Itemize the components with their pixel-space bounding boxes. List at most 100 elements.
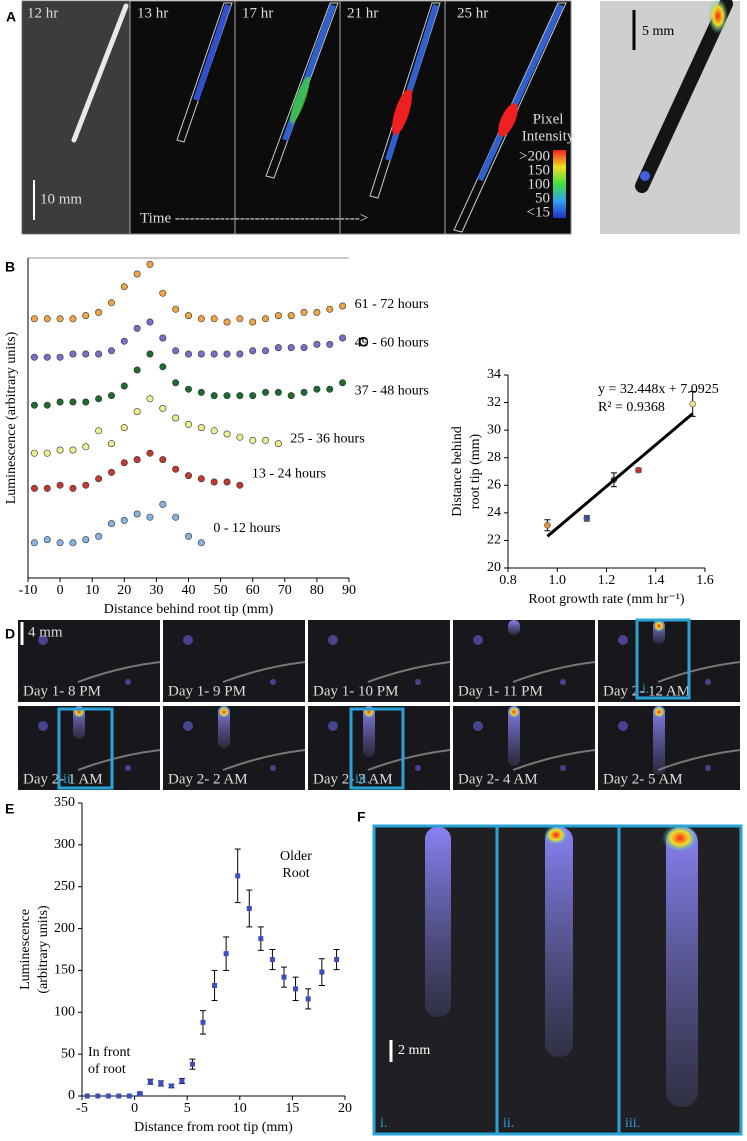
point [159, 289, 167, 297]
point [43, 536, 51, 544]
frame-image [163, 706, 305, 790]
point [287, 312, 295, 320]
frame-label: Day 2- 2 AM [168, 771, 248, 787]
x-tick-label: 20 [338, 1101, 352, 1116]
point [107, 392, 115, 400]
x-tick-label: 10 [85, 583, 99, 598]
point [185, 312, 193, 320]
frame: Day 2- 1 AM [18, 706, 161, 790]
point [212, 982, 218, 988]
point [274, 388, 282, 396]
frame-label: Day 1- 10 PM [313, 683, 398, 699]
point [300, 388, 308, 396]
root-hair [222, 749, 306, 771]
y-tick-label: 350 [54, 795, 75, 810]
point [313, 385, 321, 393]
point [105, 1093, 111, 1099]
panel-a: A 10 mm 12 hr 13 hr 17 hr 21 hr 25 hr Ti… [6, 0, 740, 235]
root [71, 3, 129, 143]
point [246, 905, 252, 911]
root [508, 706, 520, 766]
x-axis-label: Distance from root tip (mm) [134, 1120, 293, 1135]
point [197, 315, 205, 323]
point [69, 539, 77, 547]
x-tick-label: 80 [310, 583, 324, 598]
x-tick-label: 1.0 [549, 573, 567, 588]
point [95, 475, 103, 483]
point [133, 456, 141, 464]
scale-bar-label: 2 mm [398, 1043, 430, 1058]
point [305, 996, 311, 1002]
time-label: 17 hr [242, 5, 273, 21]
point [185, 472, 193, 480]
point [185, 420, 193, 428]
root [363, 706, 375, 757]
background-spot [38, 721, 48, 731]
y-tick-label: 250 [54, 879, 75, 894]
point [172, 513, 180, 521]
point [30, 401, 38, 409]
point [82, 350, 90, 358]
point [69, 350, 77, 358]
time-label: 21 hr [347, 5, 378, 21]
colorbar-label: <15 [527, 204, 550, 220]
point [30, 353, 38, 361]
zoom-box [57, 707, 114, 790]
point [120, 424, 128, 432]
point [133, 324, 141, 332]
point [56, 539, 64, 547]
luminescence [653, 620, 665, 632]
frame-image [308, 706, 450, 790]
luminescence [662, 824, 698, 852]
point [30, 484, 38, 492]
panel-d-overlay: 4 mm i. ii. iii. [20, 618, 691, 790]
point [146, 318, 154, 326]
point [269, 957, 275, 963]
background-spot [125, 679, 131, 685]
point [287, 344, 295, 352]
x-tick-label: 0 [131, 1101, 138, 1116]
background-spot [560, 765, 566, 771]
point [43, 484, 51, 492]
root [653, 706, 665, 775]
root-hair [222, 661, 306, 683]
point [249, 436, 257, 444]
luminescence [392, 89, 412, 135]
frame-label: Day 2- 1 AM [23, 771, 103, 787]
x-tick-label: 1.2 [598, 573, 616, 588]
point [159, 334, 167, 342]
panel-d: D [5, 626, 15, 642]
point [172, 414, 180, 422]
background-spot [270, 765, 276, 771]
zoom-box [635, 618, 691, 700]
y-tick-label: 150 [54, 963, 75, 978]
background-spot [415, 679, 421, 685]
point [133, 366, 141, 374]
colorbar [553, 150, 566, 218]
point [56, 315, 64, 323]
frame-label: Day 1- 9 PM [168, 683, 246, 699]
root-hair [77, 661, 161, 683]
colorbar-title: Intensity [522, 128, 575, 144]
x-tick-label: 70 [278, 583, 292, 598]
root-outline [176, 2, 233, 143]
point [159, 500, 167, 508]
point [300, 308, 308, 316]
frame: Day 2- 4 AM [453, 706, 596, 790]
point [689, 400, 696, 408]
point [146, 513, 154, 521]
y-tick-label: 22 [487, 533, 501, 548]
point [84, 1093, 90, 1099]
frame: Day 1- 8 PM [18, 620, 161, 702]
annotation: y = 32.448x + 7.0925 [598, 382, 719, 397]
y-axis-label: Distance behind [450, 426, 465, 517]
point [82, 398, 90, 406]
point [185, 350, 193, 358]
frame-label: Day 1- 8 PM [23, 683, 101, 699]
frame-label: Day 2- 4 AM [458, 771, 538, 787]
series-label: 0 - 12 hours [213, 521, 280, 536]
point [30, 539, 38, 547]
x-tick-label: 50 [214, 583, 228, 598]
scale-bar-label: 10 mm [40, 191, 82, 207]
point [326, 385, 334, 393]
